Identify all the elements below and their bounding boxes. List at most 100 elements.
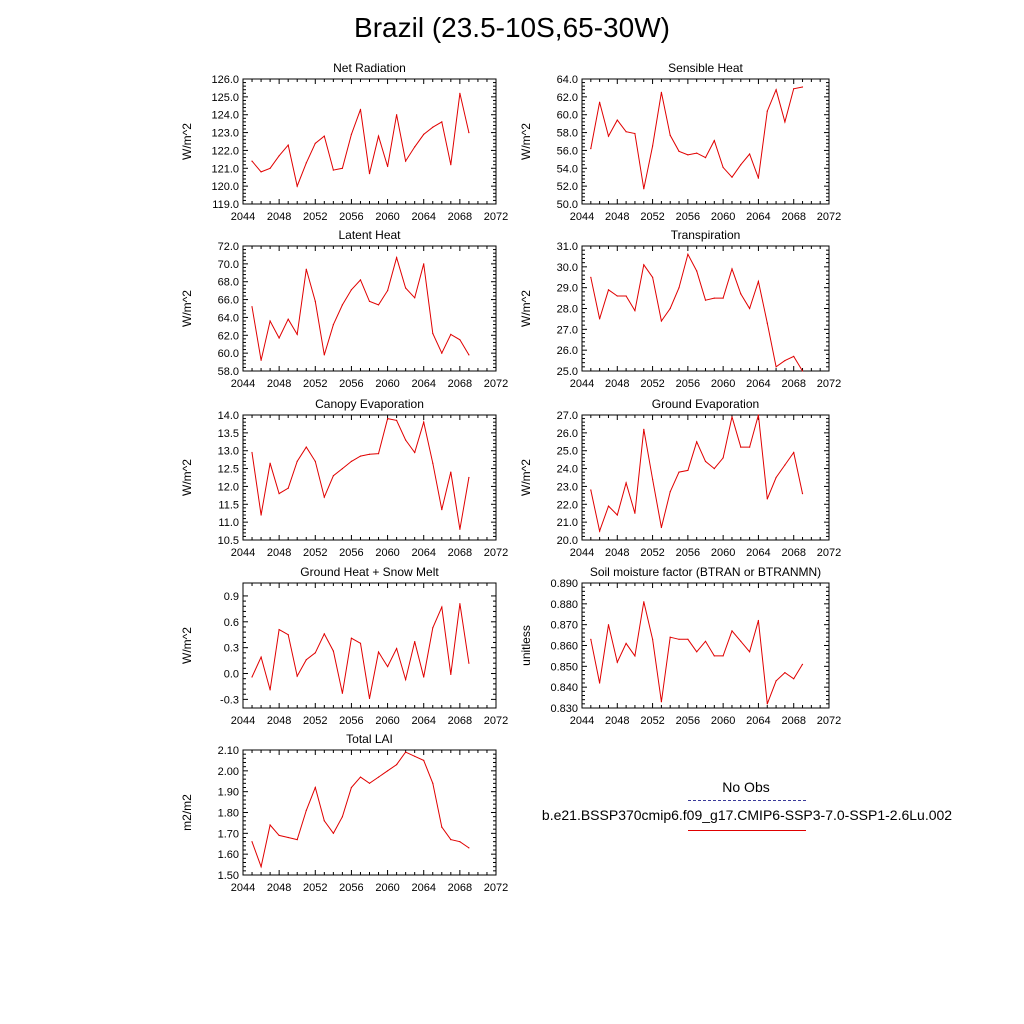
data-point bbox=[643, 264, 645, 266]
y-axis-label: W/m^2 bbox=[519, 290, 533, 327]
y-axis-label: m2/m2 bbox=[180, 794, 194, 831]
data-point bbox=[396, 764, 398, 766]
series-line bbox=[590, 601, 803, 704]
data-point bbox=[432, 462, 434, 464]
data-point bbox=[287, 318, 289, 320]
data-point bbox=[775, 366, 777, 368]
data-point bbox=[269, 167, 271, 169]
x-tick-label: 2060 bbox=[375, 882, 399, 894]
data-point bbox=[377, 776, 380, 778]
y-tick-label: 27.0 bbox=[557, 324, 578, 336]
data-point bbox=[696, 270, 698, 272]
data-point bbox=[652, 638, 654, 640]
data-point bbox=[414, 297, 416, 299]
data-point bbox=[652, 145, 654, 147]
data-point bbox=[468, 476, 470, 479]
x-tick-label: 2068 bbox=[448, 882, 472, 894]
panel-title: Canopy Evaporation bbox=[315, 397, 424, 411]
data-point bbox=[643, 601, 645, 603]
x-tick-label: 2044 bbox=[570, 378, 594, 390]
plot-frame bbox=[242, 749, 497, 876]
x-tick-label: 2052 bbox=[303, 547, 327, 559]
y-tick-label: 30.0 bbox=[557, 262, 578, 274]
x-tick-label: 2064 bbox=[746, 211, 770, 223]
data-point bbox=[278, 629, 280, 631]
data-point bbox=[757, 280, 760, 282]
data-point bbox=[722, 166, 724, 168]
x-tick-label: 2044 bbox=[231, 547, 255, 559]
y-tick-label: 2.00 bbox=[218, 766, 239, 778]
x-tick-label: 2072 bbox=[484, 378, 508, 390]
data-point bbox=[305, 268, 307, 270]
data-point bbox=[740, 164, 742, 166]
x-tick-label: 2060 bbox=[375, 547, 399, 559]
data-point bbox=[387, 770, 389, 772]
chart-panel-2: Sensible Heat W/m^2 2044 2048 2052 2056 2060 20… bbox=[519, 61, 841, 223]
y-tick-label: 50.0 bbox=[557, 199, 578, 211]
data-point bbox=[341, 468, 343, 470]
data-point bbox=[607, 135, 610, 137]
figure-title: Brazil (23.5-10S,65-30W) bbox=[354, 12, 670, 43]
data-point bbox=[278, 337, 280, 339]
series-line bbox=[590, 414, 803, 533]
data-point bbox=[350, 637, 352, 639]
y-tick-label: 0.830 bbox=[550, 703, 578, 715]
x-tick-label: 2064 bbox=[411, 547, 435, 559]
chart-panel-6: Ground Evaporation W/m^2 2044 2048 2052 2056 2… bbox=[519, 397, 841, 559]
x-tick-label: 2072 bbox=[817, 211, 841, 223]
data-point bbox=[704, 299, 707, 301]
data-point bbox=[323, 633, 325, 635]
y-tick-label: 54.0 bbox=[557, 163, 578, 175]
data-point bbox=[757, 177, 760, 179]
series-line bbox=[251, 603, 470, 699]
data-point bbox=[669, 491, 671, 493]
x-tick-label: 2052 bbox=[640, 378, 664, 390]
data-point bbox=[731, 630, 733, 632]
y-tick-label: 0.850 bbox=[550, 661, 578, 673]
y-tick-label: 70.0 bbox=[218, 259, 239, 271]
data-point bbox=[387, 165, 389, 168]
x-tick-label: 2072 bbox=[484, 211, 508, 223]
data-point bbox=[687, 469, 689, 471]
data-point bbox=[377, 651, 380, 653]
x-tick-label: 2052 bbox=[303, 882, 327, 894]
data-point bbox=[341, 816, 343, 818]
panel-title: Sensible Heat bbox=[668, 61, 743, 75]
series-line bbox=[251, 93, 470, 188]
data-point bbox=[722, 297, 724, 299]
chart-panel-3: Latent Heat W/m^2 2044 2048 2052 2056 2060 2064… bbox=[180, 228, 508, 390]
series-line bbox=[590, 252, 803, 372]
y-axis-label: W/m^2 bbox=[180, 627, 194, 664]
data-point bbox=[793, 355, 795, 357]
data-point bbox=[678, 638, 680, 640]
data-point bbox=[784, 672, 786, 674]
x-tick-label: 2048 bbox=[267, 378, 291, 390]
plot-frame bbox=[581, 245, 830, 372]
data-point bbox=[296, 460, 298, 462]
data-point bbox=[616, 295, 618, 297]
data-point bbox=[441, 826, 443, 828]
data-point bbox=[269, 824, 271, 826]
x-tick-label: 2072 bbox=[817, 547, 841, 559]
data-point bbox=[332, 324, 334, 326]
y-tick-label: 121.0 bbox=[211, 163, 239, 175]
data-point bbox=[260, 514, 262, 516]
chart-panel-8: Soil moisture factor (BTRAN or BTRANMN) u… bbox=[519, 565, 841, 727]
x-tick-label: 2072 bbox=[484, 715, 508, 727]
data-point bbox=[678, 150, 680, 152]
data-point bbox=[396, 257, 398, 259]
y-tick-label: 123.0 bbox=[211, 128, 239, 140]
data-point bbox=[269, 320, 271, 322]
x-tick-label: 2052 bbox=[640, 715, 664, 727]
x-tick-label: 2072 bbox=[817, 378, 841, 390]
x-tick-label: 2068 bbox=[448, 378, 472, 390]
data-point bbox=[423, 421, 425, 423]
data-point bbox=[423, 133, 425, 135]
y-tick-label: -0.3 bbox=[220, 694, 239, 706]
data-point bbox=[359, 776, 362, 778]
data-point bbox=[731, 176, 733, 178]
data-point bbox=[251, 306, 253, 308]
data-point bbox=[749, 446, 751, 448]
series-line bbox=[251, 255, 470, 361]
data-point bbox=[396, 647, 398, 650]
